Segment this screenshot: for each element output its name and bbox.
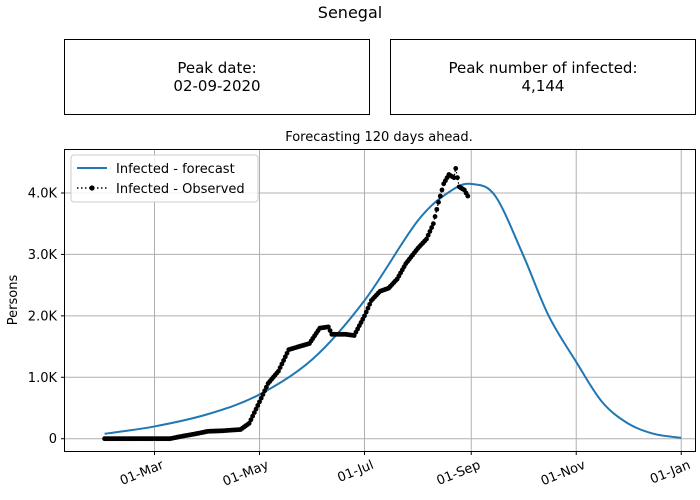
observed-point	[429, 225, 435, 230]
observed-point	[434, 206, 440, 212]
observed-point	[263, 384, 269, 390]
observed-point	[437, 193, 443, 199]
observed-point	[453, 166, 459, 171]
observed-point	[455, 175, 460, 181]
legend-observed-marker	[89, 185, 95, 191]
observed-point	[365, 305, 371, 311]
observed-point	[432, 214, 438, 219]
x-tick-label: 01-Mar	[118, 458, 167, 489]
observed-point	[465, 193, 471, 199]
observed-point	[253, 406, 259, 412]
observed-point	[425, 232, 431, 238]
observed-point	[260, 392, 266, 397]
observed-point	[327, 328, 333, 333]
observed-point	[279, 361, 285, 367]
observed-point	[255, 403, 261, 408]
observed-point	[246, 420, 252, 426]
series-layer	[102, 166, 682, 442]
axis-ticks: 01-Mar 01-May 01-Jul 01-Sep 01-Nov 01-Jan 0 1.0…	[28, 187, 693, 490]
x-tick-label: 01-Nov	[539, 458, 588, 489]
legend-forecast-label: Infected - forecast	[116, 162, 235, 177]
y-tick-label: 1.0K	[28, 371, 58, 386]
y-axis-label: Persons	[6, 275, 21, 326]
forecast-line	[104, 182, 682, 439]
plot-frame	[64, 149, 696, 452]
observed-point	[436, 199, 441, 205]
observed-line	[104, 168, 469, 440]
observed-point	[367, 301, 373, 307]
observed-point	[451, 175, 457, 181]
chart-title: Forecasting 120 days ahead.	[285, 130, 473, 145]
peak-number-label: Peak number of infected:	[448, 59, 638, 77]
y-tick-label: 4.0K	[28, 187, 58, 202]
x-tick-label: 01-Jul	[335, 458, 376, 486]
y-tick-label: 2.0K	[28, 309, 58, 324]
x-tick-label: 01-Jan	[648, 458, 693, 488]
peak-date-value: 02-09-2020	[173, 77, 261, 95]
peak-date-box: Peak date: 02-09-2020	[64, 39, 370, 115]
observed-point	[363, 309, 369, 315]
observed-point	[258, 395, 264, 401]
observed-point	[439, 187, 445, 193]
legend: Infected - forecast Infected - Observed	[70, 154, 259, 203]
observed-point	[424, 236, 429, 242]
observed-point	[257, 399, 262, 405]
observed-point	[248, 417, 254, 423]
observed-point	[276, 368, 281, 374]
x-tick-label: 01-Sep	[435, 458, 483, 489]
y-tick-label: 3.0K	[28, 248, 58, 263]
observed-point	[251, 410, 257, 416]
observed-point	[281, 357, 287, 363]
x-tick-label: 01-May	[221, 458, 272, 490]
observed-point	[427, 228, 433, 234]
observed-point	[362, 313, 367, 319]
peak-number-box: Peak number of infected: 4,144	[390, 39, 696, 115]
page-title: Senegal	[317, 3, 383, 22]
observed-point	[277, 365, 283, 370]
observed-point	[262, 388, 268, 394]
y-tick-label: 0	[49, 432, 57, 447]
observed-point	[282, 354, 288, 360]
observed-point	[250, 413, 256, 419]
peak-date-label: Peak date:	[177, 59, 257, 77]
observed-point	[284, 350, 290, 356]
observed-point	[325, 324, 331, 330]
legend-box	[70, 154, 259, 203]
peak-number-value: 4,144	[521, 77, 565, 95]
legend-observed-label: Infected - Observed	[116, 182, 245, 197]
observed-point	[430, 221, 436, 227]
